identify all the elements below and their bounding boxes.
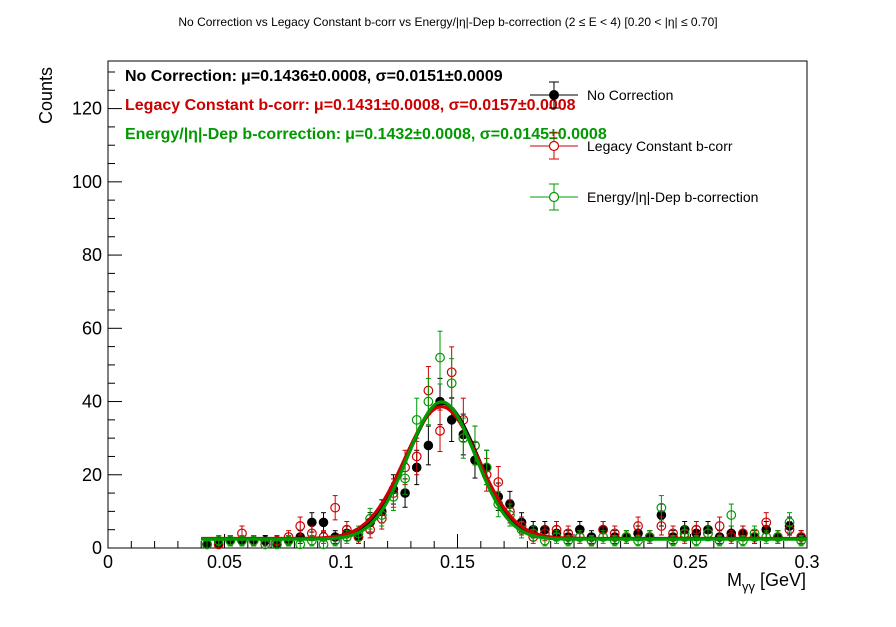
marker	[446, 378, 457, 389]
marker	[318, 517, 329, 528]
legend-marker	[548, 140, 560, 152]
annotation-name: No Correction:	[125, 68, 237, 85]
marker	[656, 502, 667, 513]
legend-marker	[549, 90, 559, 100]
marker	[400, 473, 410, 484]
marker	[423, 440, 434, 451]
data-point	[435, 409, 445, 453]
legend-label: Legacy Constant b-corr	[587, 138, 733, 154]
data-point	[714, 516, 725, 536]
chart-title: No Correction vs Legacy Constant b-corr …	[178, 15, 717, 29]
fit-curve	[201, 400, 807, 541]
legend: No Correction Legacy Constant b-corr Ene…	[530, 81, 758, 211]
data-point	[295, 516, 306, 536]
fit-layer	[201, 400, 807, 541]
series-points	[202, 346, 807, 550]
x-axis-label-unit: [GeV]	[755, 570, 806, 590]
marker	[784, 517, 795, 528]
data-point	[726, 503, 737, 527]
annotation-no-correction: No Correction: μ=0.1436±0.0008, σ=0.0151±…	[125, 68, 503, 85]
marker	[435, 352, 445, 363]
fit-curve	[201, 405, 807, 541]
x-tick-label: 0.3	[794, 552, 819, 572]
marker	[411, 451, 422, 462]
marker	[307, 517, 317, 528]
fit-curve	[201, 401, 807, 541]
x-axis: 0 0.05 0.1 0.15 0.2 0.25 0.3	[103, 534, 820, 572]
y-tick-label: 40	[82, 392, 102, 412]
marker	[330, 502, 341, 513]
data-point	[656, 495, 667, 521]
annotation-legacy: Legacy Constant b-corr: μ=0.1431±0.0008, …	[125, 97, 576, 114]
y-tick-label: 100	[72, 172, 102, 192]
legend-entry-no-correction: No Correction	[530, 81, 673, 109]
marker	[435, 425, 445, 436]
data-point	[761, 512, 772, 533]
annotation-energy-dep: Energy/|η|-Dep b-correction: μ=0.1432±0.0…	[125, 126, 607, 143]
fit-results: No Correction: μ=0.1436±0.0008, σ=0.0151±…	[125, 68, 607, 143]
legend-label: Energy/|η|-Dep b-correction	[587, 189, 758, 205]
legend-marker	[548, 191, 560, 203]
y-axis-label: Counts	[36, 67, 56, 124]
legend-label: No Correction	[587, 87, 673, 103]
x-axis-label-sub: γγ	[742, 579, 756, 594]
annotation-name: Legacy Constant b-corr:	[125, 97, 310, 114]
data-point	[784, 512, 795, 533]
data-point	[446, 358, 457, 409]
data-point	[318, 539, 329, 550]
x-tick-label: 0	[103, 552, 113, 572]
y-tick-label: 20	[82, 465, 102, 485]
annotation-name: Energy/|η|-Dep b-correction:	[125, 126, 341, 143]
data-point	[330, 495, 341, 521]
annotation-stats: μ=0.1432±0.0008, σ=0.0145±0.0008	[345, 126, 607, 143]
marker	[446, 415, 457, 425]
x-tick-label: 0.15	[440, 552, 475, 572]
x-tick-label: 0.25	[673, 552, 708, 572]
x-axis-label: Mγγ [GeV]	[727, 570, 806, 594]
legend-entry-legacy: Legacy Constant b-corr	[530, 132, 733, 160]
marker	[633, 521, 643, 531]
x-axis-label-main: M	[727, 570, 742, 590]
y-tick-label: 0	[92, 538, 102, 558]
marker	[726, 510, 737, 520]
y-tick-label: 60	[82, 318, 102, 338]
data-point	[435, 330, 445, 385]
x-tick-label: 0.1	[328, 552, 353, 572]
marker	[691, 524, 702, 535]
annotation-stats: μ=0.1431±0.0008, σ=0.0157±0.0008	[314, 97, 576, 114]
marker	[493, 477, 504, 487]
series-points	[202, 377, 806, 550]
annotation-stats: μ=0.1436±0.0008, σ=0.0151±0.0009	[241, 68, 503, 85]
marker	[295, 521, 306, 531]
x-tick-label: 0.2	[561, 552, 586, 572]
marker	[714, 521, 725, 531]
data-point	[318, 512, 329, 533]
legend-entry-energy-dep: Energy/|η|-Dep b-correction	[530, 183, 758, 211]
marker	[411, 414, 422, 425]
data-point	[423, 425, 434, 466]
y-axis: 0 20 40 60 80 100 120	[72, 71, 122, 558]
y-tick-label: 80	[82, 245, 102, 265]
marker	[423, 396, 434, 407]
data-point	[295, 539, 306, 550]
data-layer	[202, 330, 807, 550]
x-tick-label: 0.05	[207, 552, 242, 572]
y-tick-label: 120	[72, 99, 102, 119]
marker	[656, 521, 667, 531]
marker	[761, 517, 772, 528]
